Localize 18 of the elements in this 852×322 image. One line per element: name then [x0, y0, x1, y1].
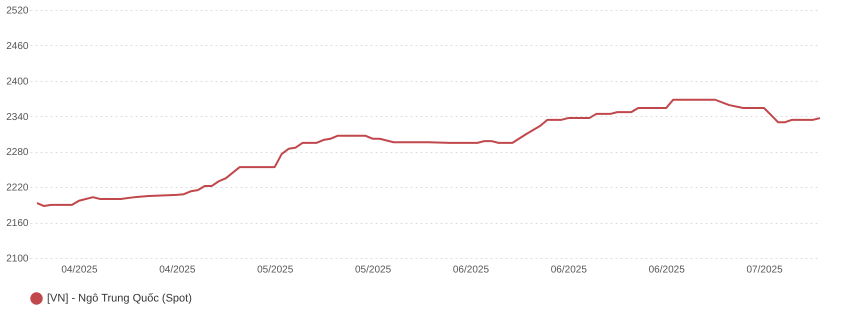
- line-series: [36, 98, 821, 208]
- x-tick-label: 04/2025: [61, 264, 98, 276]
- y-tick-label: 2220: [6, 182, 29, 194]
- y-tick-label: 2400: [6, 76, 29, 88]
- x-tick-label: 05/2025: [257, 264, 294, 276]
- x-tick-label: 04/2025: [159, 264, 196, 276]
- y-tick-label: 2520: [6, 6, 29, 16]
- x-tick-label: 07/2025: [746, 264, 784, 276]
- x-tick-label: 06/2025: [550, 264, 588, 276]
- x-tick-label: 06/2025: [648, 264, 686, 276]
- y-tick-label: 2460: [6, 40, 29, 52]
- y-tick-label: 2160: [6, 218, 29, 230]
- x-tick-label: 06/2025: [452, 264, 490, 276]
- y-tick-label: 2100: [6, 254, 29, 264]
- y-tick-label: 2280: [6, 147, 29, 158]
- y-tick-label: 2340: [6, 112, 29, 123]
- legend-label: [VN] - Ngô Trung Quốc (Spot): [47, 292, 192, 304]
- x-tick-label: 05/2025: [354, 264, 392, 276]
